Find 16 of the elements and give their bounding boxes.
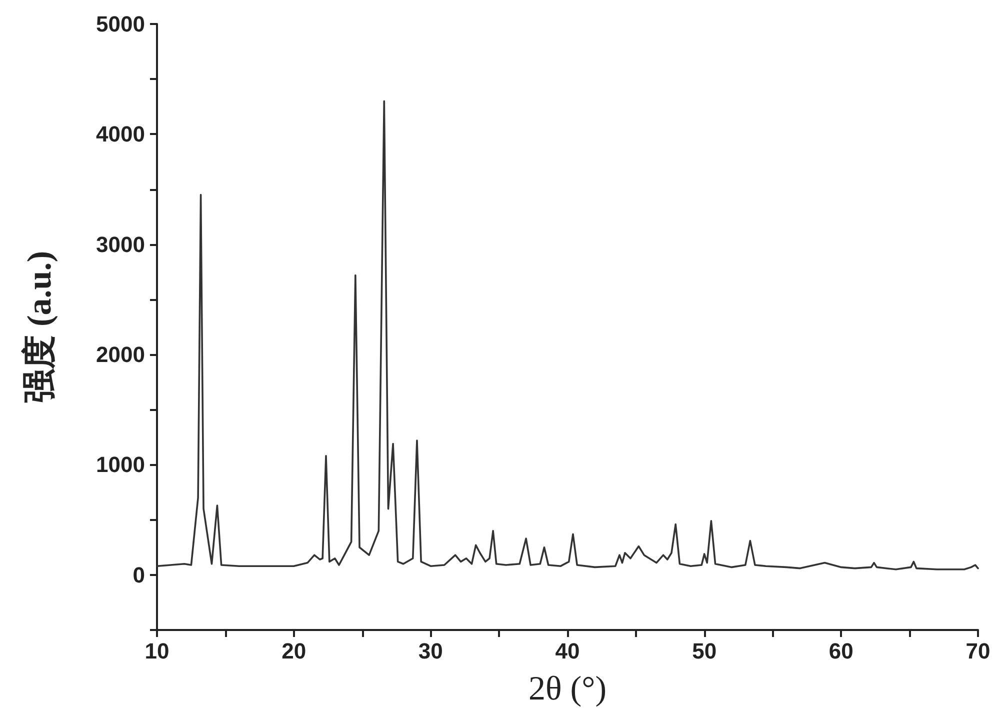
y-tick-label: 5000 <box>96 12 145 36</box>
y-tick-label: 4000 <box>96 122 145 147</box>
x-tick-label: 70 <box>966 638 990 664</box>
x-tick-label: 40 <box>555 638 580 664</box>
line-series <box>156 100 979 570</box>
y-tick-label: 3000 <box>96 232 145 257</box>
x-tick-label: 60 <box>828 638 854 664</box>
x-tick-label: 30 <box>418 638 443 664</box>
y-axis-title: 强度 (a.u.) <box>20 250 58 404</box>
y-tick-label: 1000 <box>96 452 145 478</box>
x-axis-title: 2θ (°) <box>528 670 607 708</box>
y-tick-label: 0 <box>132 562 145 588</box>
x-tick-label: 20 <box>282 638 306 664</box>
y-tick-label: 2000 <box>96 342 145 368</box>
x-tick-label: 50 <box>692 638 717 664</box>
x-tick-label: 10 <box>144 638 170 664</box>
